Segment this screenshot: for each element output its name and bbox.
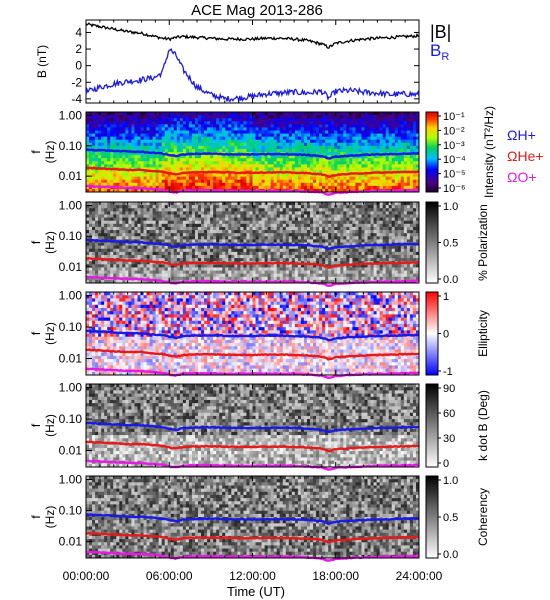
cyclotron-line-h [85, 238, 420, 250]
ytick-label: 4 [75, 25, 82, 39]
y-axis-title-hz: (Hz) [43, 322, 57, 345]
xtick-label: 18:00:00 [312, 569, 359, 583]
y-axis-title-f: f [29, 331, 43, 335]
cyclotron-line-h [85, 421, 419, 434]
colorbar-tick-label: 0 [443, 458, 449, 470]
colorbar [425, 201, 439, 284]
ytick-label: 0.10 [59, 139, 83, 153]
colorbar-label: Coherency [476, 488, 490, 546]
colorbar-tick-label: 1.0 [443, 475, 458, 487]
colorbar-label: % Polarization [476, 204, 490, 281]
colorbar [425, 383, 439, 468]
ytick-label: 0.01 [59, 444, 83, 458]
x-axis: 00:00:00 06:00:00 12:00:00 18:00:00 24:00:00 [63, 20, 443, 583]
legend-cyclotron: ΩH+ ΩHe+ ΩO+ [507, 127, 544, 185]
cyclotron-line-he [85, 440, 420, 453]
colorbar-tick-label: 1.0 [443, 201, 458, 213]
colorbar-tick-label: 10⁻¹ [443, 111, 465, 123]
colorbar-tick-label: 10⁻³ [443, 140, 465, 152]
panels: 420-2-4B (nT)1.000.100.01f (Hz)10⁻¹10⁻²10… [29, 19, 496, 562]
colorbar-tick-label: 0.5 [443, 238, 458, 250]
x-axis-title: Time (UT) [227, 584, 285, 599]
colorbar-tick-label: 60 [443, 408, 455, 420]
colorbar-tick-label: 0.0 [443, 274, 458, 286]
legend-omega-o: ΩO+ [507, 169, 537, 185]
colorbar-tick-label: 0.5 [443, 512, 458, 524]
ytick-label: 1.00 [59, 381, 83, 395]
ytick-label: 0.10 [59, 412, 83, 426]
colorbar-tick-label: 30 [443, 433, 455, 445]
cyclotron-line-h [85, 148, 419, 160]
ytick-label: 0.01 [59, 535, 83, 549]
colorbar-tick-label: 0 [443, 329, 449, 341]
figure-title: ACE Mag 2013-286 [191, 2, 323, 19]
colorbar [425, 475, 439, 559]
legend-omega-h: ΩH+ [507, 127, 536, 143]
legend-top: |B| BR [430, 22, 451, 63]
y-axis-title-f: f [29, 240, 43, 244]
ytick-label: 0.01 [59, 352, 83, 366]
cyclotron-line-he [85, 256, 420, 269]
colorbar [425, 291, 439, 376]
cyclotron-line-he [85, 166, 420, 179]
colorbar-tick-label: 1 [443, 291, 449, 303]
y-axis-title-hz: (Hz) [43, 231, 57, 254]
y-axis-title-hz: (Hz) [43, 141, 57, 164]
xtick-label: 12:00:00 [229, 569, 276, 583]
ytick-label: 1.00 [59, 199, 83, 213]
xtick-label: 00:00:00 [63, 569, 110, 583]
colorbar-tick-label: 90 [443, 383, 455, 395]
legend-omega-he: ΩHe+ [507, 148, 544, 164]
ytick-label: 1.00 [59, 108, 83, 122]
series-b-radial [85, 47, 420, 104]
cyclotron-line-he [85, 348, 419, 361]
xtick-label: 06:00:00 [146, 569, 193, 583]
colorbar-tick-label: 10⁻⁴ [443, 154, 466, 166]
cyclotron-line-he [86, 531, 420, 544]
ytick-label: 0.10 [59, 504, 83, 518]
y-axis-title-f: f [29, 515, 43, 519]
colorbar-label: Ellipticity [476, 310, 490, 357]
panel-b-frame [85, 19, 420, 104]
ytick-label: -4 [71, 92, 82, 106]
ytick-label: 0.01 [59, 260, 83, 274]
y-axis-title-hz: (Hz) [43, 506, 57, 529]
xtick-label: 24:00:00 [396, 569, 443, 583]
series-b-magnitude [85, 22, 420, 49]
colorbar [425, 111, 439, 193]
colorbar-tick-label: 10⁻⁶ [443, 183, 466, 195]
colorbar-label: k dot B (Deg) [476, 390, 490, 461]
y-axis-title-b: B (nT) [35, 45, 49, 78]
ytick-label: 0 [75, 59, 82, 73]
y-axis-title-hz: (Hz) [43, 414, 57, 437]
ytick-label: 1.00 [59, 289, 83, 303]
spectrogram-1 [86, 112, 420, 193]
colorbar-label: Intensity (nT²/Hz) [482, 106, 496, 198]
ytick-label: 0.10 [59, 320, 83, 334]
y-axis-title-f: f [29, 150, 43, 154]
cyclotron-line-h [85, 513, 420, 526]
legend-b-radial: BR [430, 41, 449, 63]
ytick-label: 1.00 [59, 473, 83, 487]
y-axis-title-f: f [29, 423, 43, 427]
colorbar-tick-label: 10⁻⁵ [443, 169, 466, 181]
cyclotron-line-h [85, 329, 420, 342]
colorbar-tick-label: -1 [443, 366, 453, 378]
ytick-label: 0.01 [59, 169, 83, 183]
colorbar-tick-label: 10⁻² [443, 125, 465, 137]
ytick-label: 0.10 [59, 229, 83, 243]
ytick-label: 2 [75, 42, 82, 56]
colorbar-tick-label: 0.0 [443, 549, 458, 561]
legend-b-magnitude: |B| [430, 22, 451, 42]
ytick-label: -2 [71, 75, 82, 89]
